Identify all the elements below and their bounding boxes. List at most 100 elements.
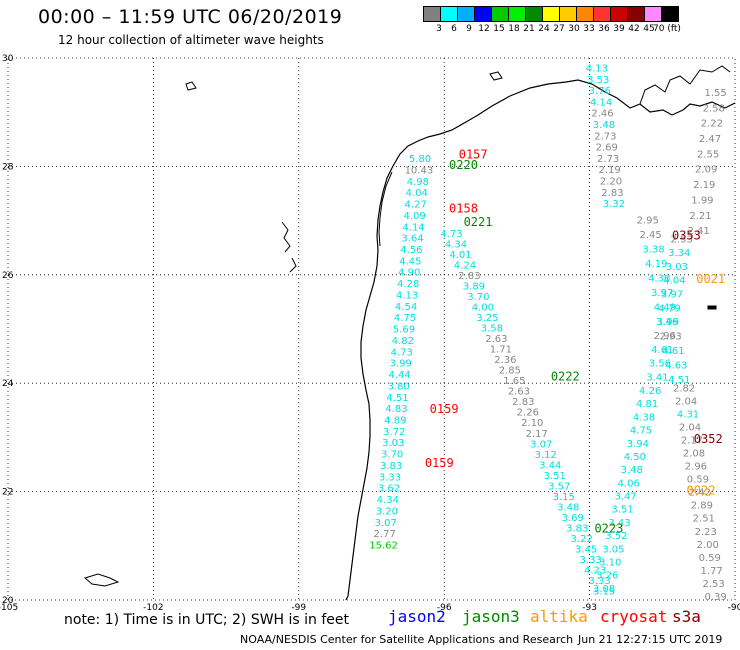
wave-height-value: 3.07 <box>375 518 397 529</box>
lon-tick-label: -105 <box>0 603 18 613</box>
wave-height-value: 4.75 <box>630 426 652 437</box>
page-subtitle: 12 hour collection of altimeter wave hei… <box>58 33 324 47</box>
wave-height-value: 4.34 <box>445 239 467 250</box>
small-lake <box>185 81 197 91</box>
wave-height-value: 0.39 <box>704 592 726 603</box>
inland-bay-1 <box>281 221 291 253</box>
wave-height-value: 4.13 <box>586 64 608 75</box>
pass-time-label: 0353 <box>672 229 701 243</box>
wave-height-value: 5.69 <box>393 325 415 336</box>
wave-height-value: 3.15 <box>593 587 615 598</box>
wave-height-value: 2.51 <box>693 514 715 525</box>
satellite-legend-item: jason2 <box>388 607 446 626</box>
pass-time-label: 0022 <box>687 483 716 497</box>
lon-tick-label: -93 <box>582 603 597 613</box>
altimeter-tracks: 5.8010.434.984.044.274.094.143.644.564.4… <box>369 64 726 603</box>
wave-height-value: 3.05 <box>602 544 624 555</box>
wave-height-value: 3.20 <box>376 506 398 517</box>
wave-height-value: 2.19 <box>598 165 620 176</box>
wave-height-value: 1.99 <box>691 195 713 206</box>
wave-height-value: 4.28 <box>397 279 419 290</box>
wave-height-value: 2.73 <box>597 154 619 165</box>
scale-label: 21 <box>523 24 535 34</box>
wave-height-value: 2.09 <box>695 165 717 176</box>
map-frame <box>7 57 736 601</box>
wave-height-value: 3.94 <box>627 439 649 450</box>
wave-height-value: 4.73 <box>440 229 462 240</box>
wave-height-value: 3.07 <box>530 439 552 450</box>
scale-label: 24 <box>538 24 550 34</box>
wave-height-value: 3.72 <box>383 427 405 438</box>
wave-height-value: 4.51 <box>386 393 408 404</box>
wave-height-value: 3.12 <box>535 450 557 461</box>
scale-label: 3 <box>436 24 442 34</box>
wave-height-value: 2.83 <box>601 188 623 199</box>
wave-height-value: 1.71 <box>490 345 512 356</box>
wave-height-value: 4.24 <box>454 260 476 271</box>
satellite-legend-item: s3a <box>672 607 701 626</box>
wave-height-value: 2.85 <box>499 366 521 377</box>
wave-height-value: 4.56 <box>400 245 422 256</box>
lat-tick-label: 28 <box>2 162 14 172</box>
wave-height-value: 4.61 <box>651 345 673 356</box>
wave-height-value: 3.51 <box>544 471 566 482</box>
wave-height-value: 4.00 <box>472 303 494 314</box>
scale-label: 42 <box>628 24 640 34</box>
wave-height-value: 4.50 <box>624 452 646 463</box>
wave-height-value: 3.70 <box>381 450 403 461</box>
wave-height-value: 3.44 <box>539 460 561 471</box>
satellite-legend-item: cryosat <box>600 607 668 626</box>
wave-height-value: 2.26 <box>517 408 539 419</box>
lat-tick-label: 22 <box>2 488 13 498</box>
wave-height-value: 2.82 <box>673 383 695 394</box>
wave-height-value: 3.83 <box>380 461 402 472</box>
inland-bay-2 <box>289 257 297 273</box>
scale-swatch <box>661 6 679 22</box>
wave-height-value: 2.83 <box>512 397 534 408</box>
wave-height-value: 3.76 <box>589 86 611 97</box>
pass-time-label: 0220 <box>449 158 478 172</box>
lon-tick-label: -102 <box>143 603 163 613</box>
wave-height-value: 4.26 <box>639 386 661 397</box>
wave-height-value: 4.54 <box>395 302 417 313</box>
wave-height-value: 4.04 <box>663 276 685 287</box>
wave-height-value: 10.43 <box>405 165 434 176</box>
wave-height-value: 2.63 <box>508 387 530 398</box>
scale-label: 45 <box>643 24 655 34</box>
island-south <box>83 573 120 587</box>
wave-height-value: 4.30 <box>648 273 670 284</box>
pass-time-label: 0159 <box>425 456 454 470</box>
wave-height-value: 4.14 <box>590 97 612 108</box>
wave-height-value: 2.93 <box>660 332 682 343</box>
wave-height-value: 4.89 <box>384 415 406 426</box>
wave-height-value: 3.97 <box>661 290 683 301</box>
wave-height-value: 2.41 <box>688 226 710 237</box>
wave-height-value: 3.83 <box>566 523 588 534</box>
wave-height-value: 2.58 <box>703 103 725 114</box>
pass-time-label: 0157 <box>459 147 488 161</box>
louisiana-delta <box>639 65 731 105</box>
wave-height-value: 3.51 <box>611 505 633 516</box>
wave-height-value: 2.04 <box>675 396 697 407</box>
wave-height-value: 3.89 <box>463 281 485 292</box>
wave-height-value: 4.19 <box>645 259 667 270</box>
wave-height-value: 4.82 <box>392 336 414 347</box>
island-east <box>707 305 717 310</box>
wave-height-value: 4.09 <box>403 211 425 222</box>
lon-tick-label: -99 <box>291 603 306 613</box>
wave-height-value: 3.53 <box>587 75 609 86</box>
wave-height-value: 4.34 <box>377 495 399 506</box>
wave-height-value: 3.38 <box>642 244 664 255</box>
pass-time-label: 0158 <box>449 201 478 215</box>
wave-height-value: 3.64 <box>401 234 423 245</box>
wave-height-value: 4.49 <box>654 303 676 314</box>
wave-height-value: 3.33 <box>589 576 611 587</box>
wave-height-value: 4.31 <box>677 409 699 420</box>
wave-height-value: 15.62 <box>369 541 398 552</box>
wave-height-value: 3.26 <box>596 571 618 582</box>
lat-tick-label: 24 <box>2 379 14 389</box>
wave-height-value: 3.52 <box>605 531 627 542</box>
wave-height-value: 3.48 <box>593 120 615 131</box>
